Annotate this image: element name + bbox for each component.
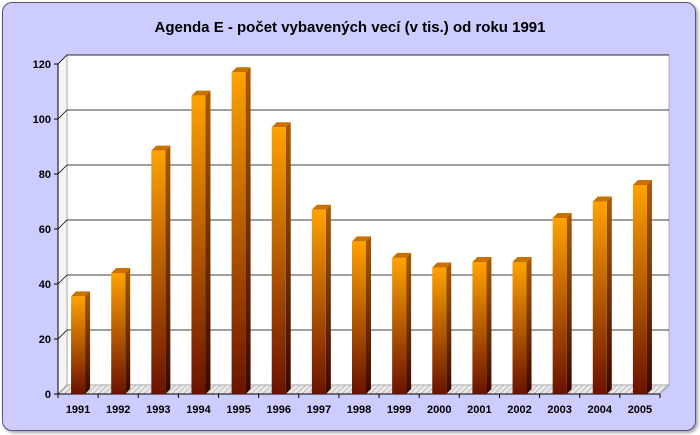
bar-side: [245, 67, 251, 394]
bar-side: [325, 204, 331, 394]
x-tick-label: 1996: [266, 404, 290, 416]
y-tick-label: 20: [39, 334, 51, 346]
bar: [111, 273, 126, 394]
bar-top: [111, 268, 131, 273]
bar: [592, 201, 607, 394]
x-tick-label: 2002: [507, 404, 531, 416]
bar-side: [165, 145, 171, 394]
x-tick-label: 1997: [307, 404, 331, 416]
bar-top: [191, 90, 211, 96]
bar-top: [71, 291, 91, 297]
bar-side: [205, 90, 211, 394]
bar: [151, 150, 166, 394]
bar: [231, 72, 246, 394]
y-tick-label: 40: [39, 279, 51, 291]
bar-top: [151, 145, 171, 151]
x-tick-label: 1999: [387, 404, 411, 416]
y-tick-label: 60: [39, 224, 51, 236]
y-tick-label: 100: [33, 114, 51, 126]
x-tick-label: 1993: [146, 404, 170, 416]
bar: [512, 262, 527, 394]
gridline: [57, 219, 669, 230]
bar-top: [472, 257, 492, 262]
bar-side: [606, 196, 612, 394]
bar-side: [526, 257, 532, 394]
x-tick-label: 2004: [588, 404, 613, 416]
bar-side: [366, 236, 371, 394]
bar-side: [285, 122, 291, 394]
bar-top: [552, 213, 572, 218]
bar: [432, 267, 447, 394]
y-tick-label: 80: [39, 169, 51, 181]
gridline: [57, 329, 669, 340]
y-tick-label: 120: [33, 59, 51, 71]
gridline: [57, 274, 669, 285]
bar-top: [592, 196, 612, 202]
chart-title: Agenda E - počet vybavených vecí (v tis.…: [154, 19, 546, 36]
bar-top: [311, 204, 331, 210]
x-tick-label: 2003: [547, 404, 571, 416]
bar: [472, 262, 487, 394]
y-tick-label: 0: [45, 389, 51, 401]
x-tick-label: 2000: [427, 404, 451, 416]
bar: [632, 185, 647, 394]
x-tick-label: 2005: [628, 404, 652, 416]
bar: [71, 296, 86, 394]
x-tick-label: 1994: [186, 404, 211, 416]
bar-top: [231, 67, 251, 73]
x-tick-label: 1992: [106, 404, 130, 416]
bar: [392, 257, 407, 394]
gridline: [57, 164, 669, 175]
bar: [352, 241, 366, 394]
bar-side: [85, 291, 91, 394]
bar-side: [125, 268, 131, 394]
bar-top: [352, 236, 371, 242]
x-tick-label: 1995: [226, 404, 250, 416]
gridline: [57, 109, 669, 120]
x-tick-label: 1991: [66, 404, 90, 416]
bar-side: [446, 262, 452, 394]
bar-top: [512, 257, 532, 262]
bar-side: [486, 257, 492, 394]
bar: [311, 209, 326, 394]
bar-side: [406, 252, 412, 394]
bar-top: [432, 262, 452, 268]
bar: [552, 218, 567, 394]
bar-top: [632, 180, 652, 185]
x-tick-label: 2001: [467, 404, 491, 416]
bar-side: [566, 213, 572, 394]
bar: [191, 95, 206, 394]
gridline: [57, 54, 669, 65]
bar-side: [646, 180, 652, 394]
bar: [271, 127, 286, 394]
bar-top: [392, 252, 412, 258]
x-tick-label: 1998: [347, 404, 371, 416]
bar-top: [271, 122, 291, 128]
